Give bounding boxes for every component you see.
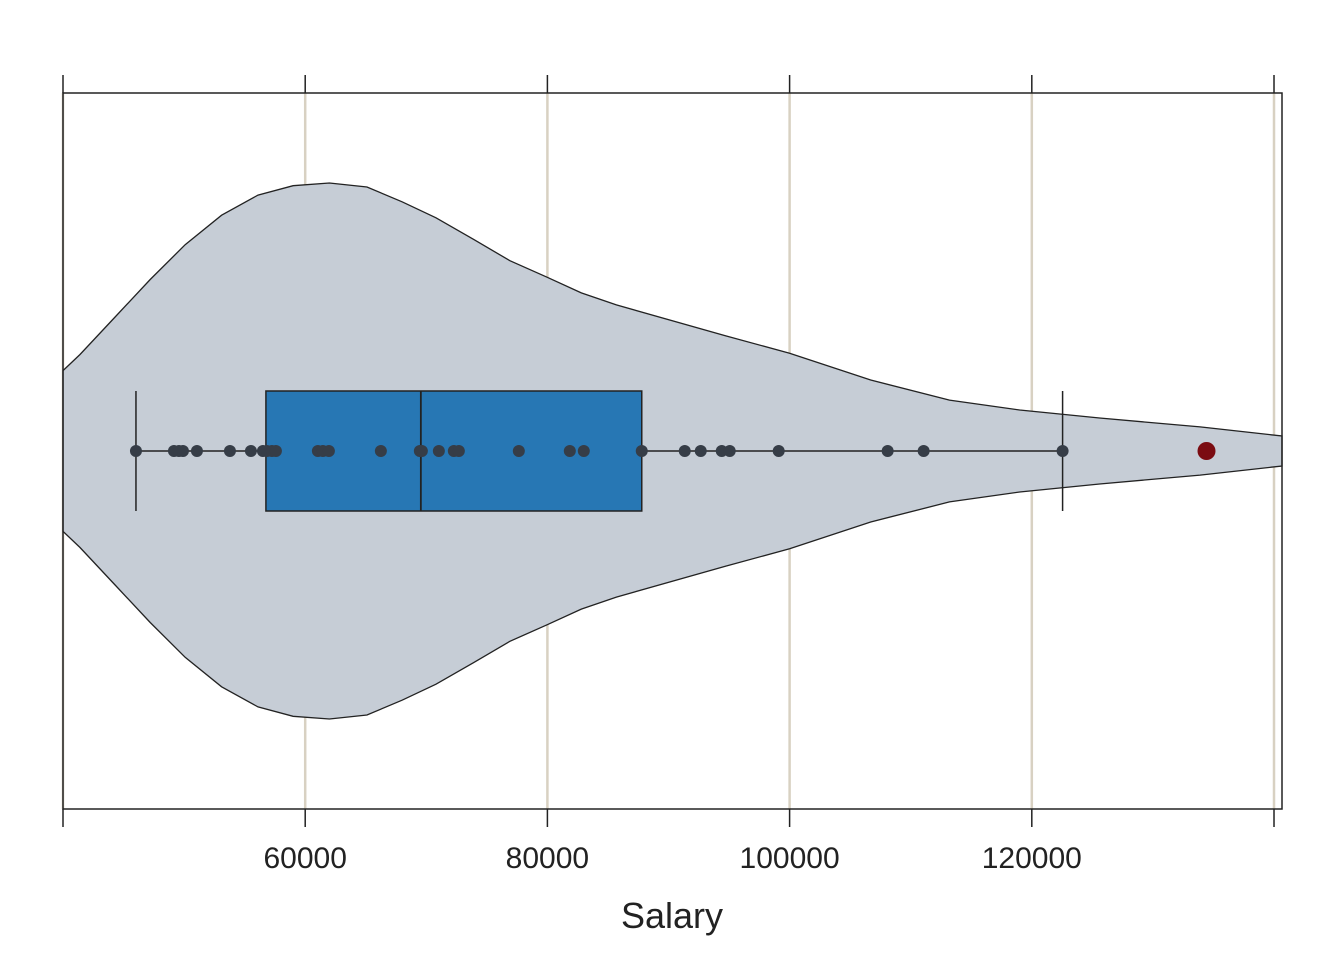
data-point [577, 445, 590, 457]
axis-ticks: 60000 80000 100000 120000 [62, 75, 1275, 875]
data-point [432, 445, 445, 457]
data-points [129, 442, 1216, 460]
data-point [322, 445, 335, 457]
data-point [635, 445, 648, 457]
data-point [190, 445, 203, 457]
data-point [563, 445, 576, 457]
x-tick-label: 80000 [506, 842, 589, 875]
data-point [694, 445, 707, 457]
data-point [269, 445, 282, 457]
x-tick-label: 100000 [740, 842, 840, 875]
data-point [244, 445, 257, 457]
x-tick-label: 60000 [263, 842, 346, 875]
data-point [415, 445, 428, 457]
data-point [772, 445, 785, 457]
data-point [1056, 445, 1069, 457]
data-point [678, 445, 691, 457]
data-point [223, 445, 236, 457]
x-tick-label: 120000 [982, 842, 1082, 875]
outlier-point [1197, 442, 1216, 460]
data-point [917, 445, 930, 457]
data-point [374, 445, 387, 457]
data-point [129, 445, 142, 457]
data-point [512, 445, 525, 457]
data-point [881, 445, 894, 457]
data-point [452, 445, 465, 457]
data-point [176, 445, 189, 457]
plot-frame [62, 92, 1283, 810]
data-point [723, 445, 736, 457]
x-axis-label: Salary [621, 895, 723, 936]
